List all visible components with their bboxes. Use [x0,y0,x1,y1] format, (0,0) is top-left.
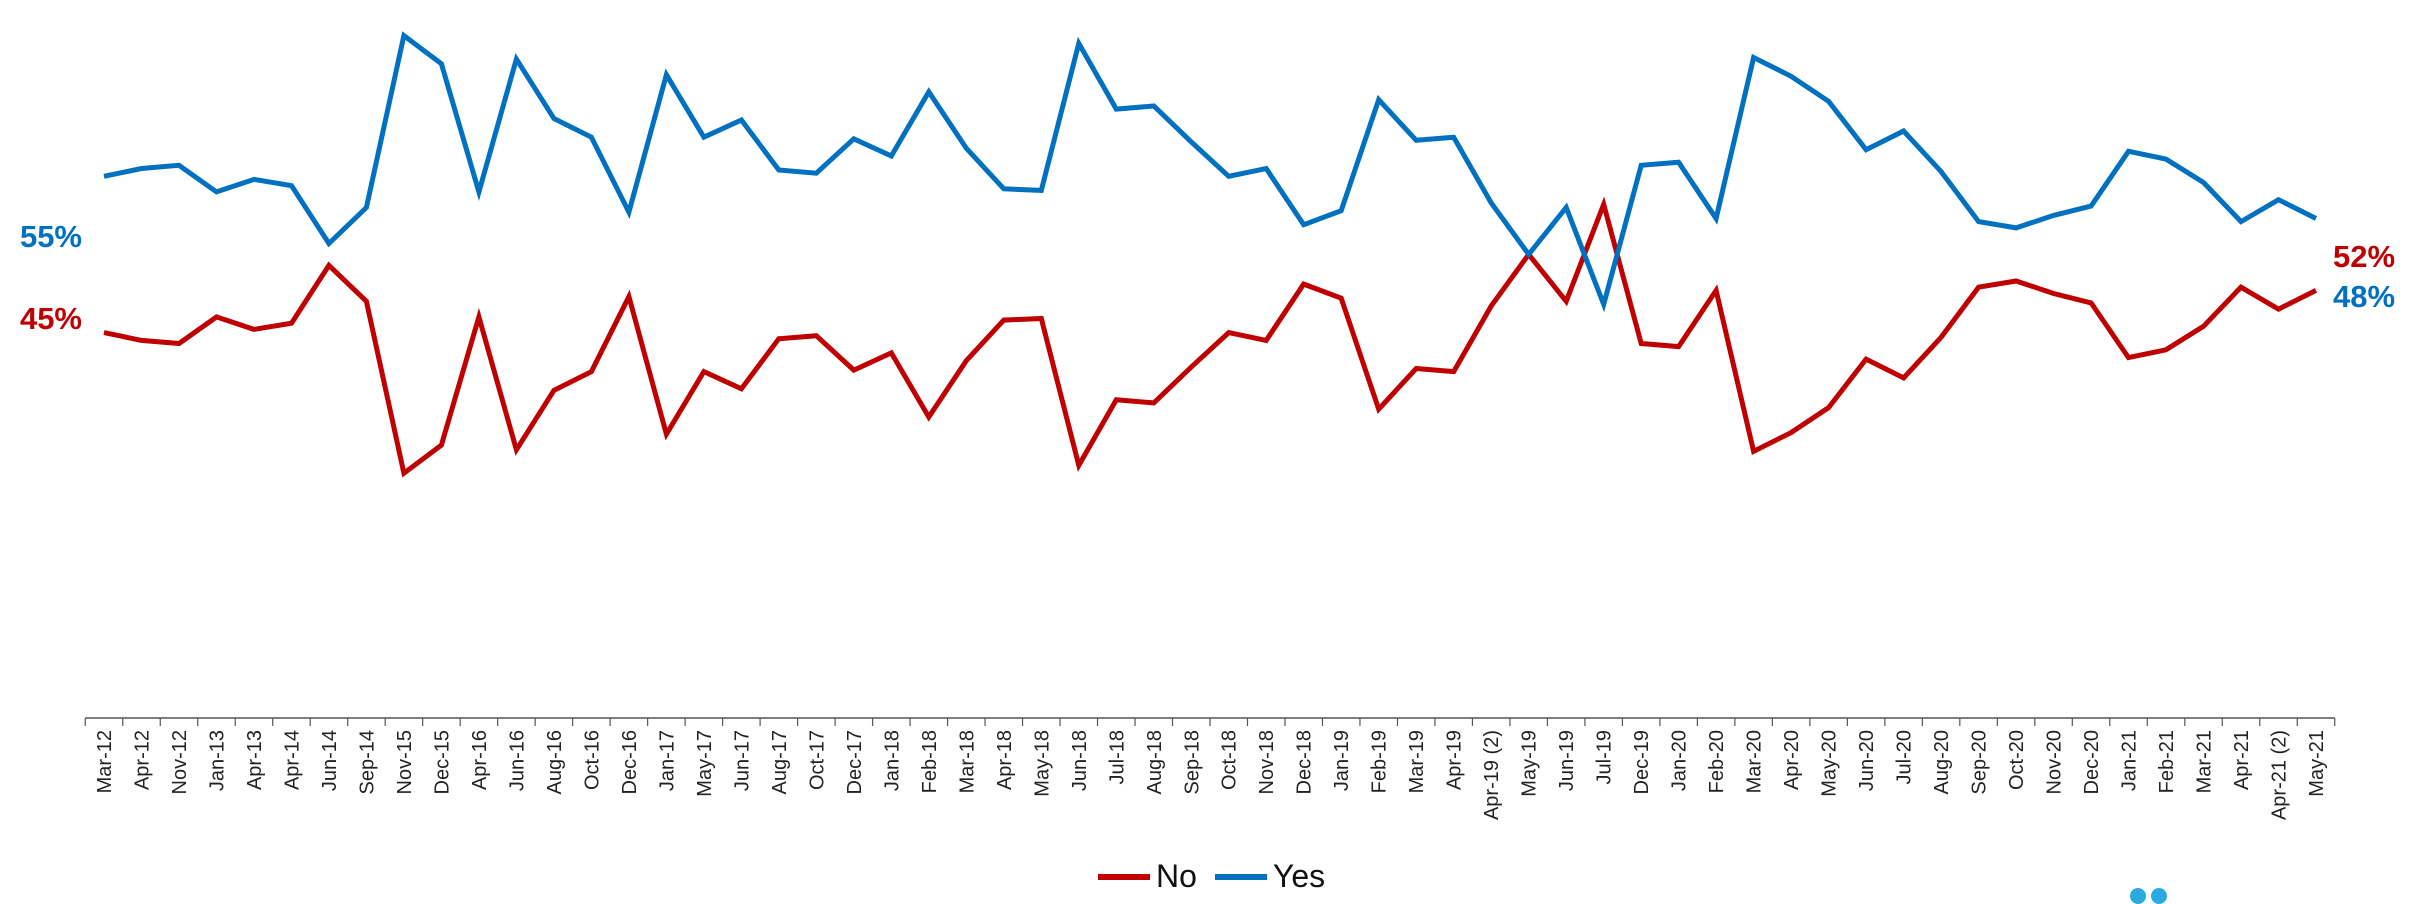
x-tick-label: Apr-21 [2231,730,2253,790]
x-tick-label: Dec-18 [1294,730,1316,794]
brand-logo-dot [2130,888,2146,904]
x-tick-label: Aug-17 [769,730,791,795]
x-tick-label: Dec-16 [619,730,641,794]
x-tick-label: Mar-12 [94,730,116,793]
x-tick-label: Oct-17 [806,730,828,790]
x-tick-label: Oct-18 [1219,730,1241,790]
x-tick-label: Aug-18 [1144,730,1166,795]
x-tick-label: Jun-19 [1556,730,1578,791]
x-tick-label: Dec-15 [431,730,453,794]
x-tick-label: Jun-18 [1069,730,1091,791]
x-tick-label: Jun-20 [1856,730,1878,791]
x-tick-label: May-20 [1819,730,1841,797]
no-start-label: 45% [20,301,82,336]
x-tick-label: Mar-18 [956,730,978,793]
x-tick-label: Apr-16 [469,730,491,790]
x-tick-label: Feb-21 [2156,730,2178,793]
x-tick-label: Nov-20 [2044,730,2066,794]
x-tick-label: May-21 [2306,730,2328,797]
x-tick-label: Apr-19 (2) [1481,730,1503,820]
series-line-no [103,196,2318,478]
x-tick-label: Sep-20 [1969,730,1991,795]
x-tick-label: Jan-13 [206,730,228,791]
x-tick-label: Dec-20 [2081,730,2103,794]
x-tick-label: Apr-18 [994,730,1016,790]
x-tick-label: Sep-18 [1181,730,1203,795]
series-line-yes [103,31,2318,313]
legend-label-yes: Yes [1272,858,1326,894]
x-tick-label: Jan-21 [2119,730,2141,791]
legend-swatch-yes [1214,873,1267,880]
x-tick-label: Jul-20 [1894,730,1916,784]
x-tick-label: Oct-20 [2006,730,2028,790]
x-tick-label: Aug-20 [1931,730,1953,795]
x-tick-label: Sep-14 [356,730,378,795]
x-tick-label: Jan-20 [1669,730,1691,791]
end-labels: 55% 45% 52% 48% [20,219,2395,336]
yes-start-label: 55% [20,219,82,254]
legend-item-yes: Yes [1214,858,1326,895]
x-tick-label: Apr-21 (2) [2269,730,2291,820]
x-tick-label: Mar-20 [1744,730,1766,793]
x-tick-label: Jul-19 [1594,730,1616,784]
x-tick-label: Jun-16 [506,730,528,791]
x-tick-label: Jun-14 [319,730,341,791]
x-tick-label: Jan-19 [1331,730,1353,791]
x-tick-label: Nov-18 [1256,730,1278,794]
no-end-label: 52% [2333,239,2395,274]
brand-logo [2130,888,2172,904]
x-tick-label: Dec-19 [1631,730,1653,794]
x-tick-label: Jul-18 [1106,730,1128,784]
x-tick-label: Apr-14 [281,730,303,790]
series-lines [103,31,2318,478]
x-axis: Mar-12 Apr-12 Nov-12 Jan-13 Apr-13 Apr-14 Jun-… [84,717,2336,820]
legend-label-no: No [1156,858,1197,894]
x-tick-label: Apr-12 [131,730,153,790]
x-tick-label: Feb-20 [1706,730,1728,793]
x-tick-label: Jan-18 [881,730,903,791]
legend-item-no: No [1098,858,1197,895]
x-tick-label: Mar-19 [1406,730,1428,793]
x-tick-label: May-17 [694,730,716,797]
x-tick-label: Mar-21 [2194,730,2216,793]
x-tick-label: Oct-16 [581,730,603,790]
x-tick-label: Jun-17 [731,730,753,791]
x-tick-label: May-18 [1031,730,1053,797]
brand-logo-dot [2151,888,2167,904]
legend: No Yes [1098,858,1343,895]
x-tick-label: Jan-17 [656,730,678,791]
x-tick-label: May-19 [1519,730,1541,797]
x-tick-label: Apr-19 [1444,730,1466,790]
x-tick-label: Apr-20 [1781,730,1803,790]
x-tick-label: Feb-18 [919,730,941,793]
legend-swatch-no [1098,873,1150,880]
x-tick-label: Aug-16 [544,730,566,795]
yes-end-label: 48% [2333,279,2395,314]
x-tick-label: Nov-12 [169,730,191,794]
x-tick-label: Dec-17 [844,730,866,794]
x-tick-label: Apr-13 [244,730,266,790]
x-tick-label: Feb-19 [1369,730,1391,793]
x-tick-label: Nov-15 [394,730,416,794]
